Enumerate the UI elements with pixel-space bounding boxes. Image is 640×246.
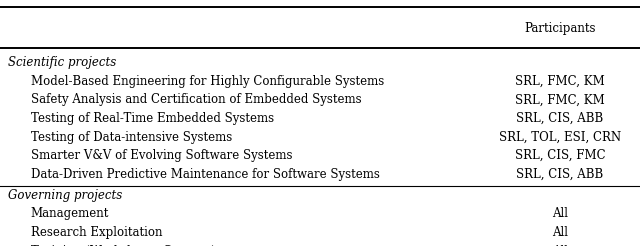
Text: SRL, FMC, KM: SRL, FMC, KM (515, 93, 605, 106)
Text: Scientific projects: Scientific projects (8, 56, 116, 69)
Text: Management: Management (31, 207, 109, 220)
Text: SRL, TOL, ESI, CRN: SRL, TOL, ESI, CRN (499, 131, 621, 143)
Text: Testing of Real-Time Embedded Systems: Testing of Real-Time Embedded Systems (31, 112, 274, 125)
Text: Safety Analysis and Certification of Embedded Systems: Safety Analysis and Certification of Emb… (31, 93, 362, 106)
Text: SRL, FMC, KM: SRL, FMC, KM (515, 75, 605, 88)
Text: Research Exploitation: Research Exploitation (31, 226, 162, 239)
Text: SRL, CIS, FMC: SRL, CIS, FMC (515, 149, 605, 162)
Text: All: All (552, 207, 568, 220)
Text: SRL, CIS, ABB: SRL, CIS, ABB (516, 168, 604, 181)
Text: All: All (552, 226, 568, 239)
Text: Training (Workshops, Courses): Training (Workshops, Courses) (31, 245, 216, 246)
Text: Testing of Data-intensive Systems: Testing of Data-intensive Systems (31, 131, 232, 143)
Text: Participants: Participants (524, 22, 596, 35)
Text: SRL, CIS, ABB: SRL, CIS, ABB (516, 112, 604, 125)
Text: Governing projects: Governing projects (8, 189, 122, 202)
Text: Model-Based Engineering for Highly Configurable Systems: Model-Based Engineering for Highly Confi… (31, 75, 384, 88)
Text: Smarter V&V of Evolving Software Systems: Smarter V&V of Evolving Software Systems (31, 149, 292, 162)
Text: All: All (552, 245, 568, 246)
Text: Data-Driven Predictive Maintenance for Software Systems: Data-Driven Predictive Maintenance for S… (31, 168, 380, 181)
